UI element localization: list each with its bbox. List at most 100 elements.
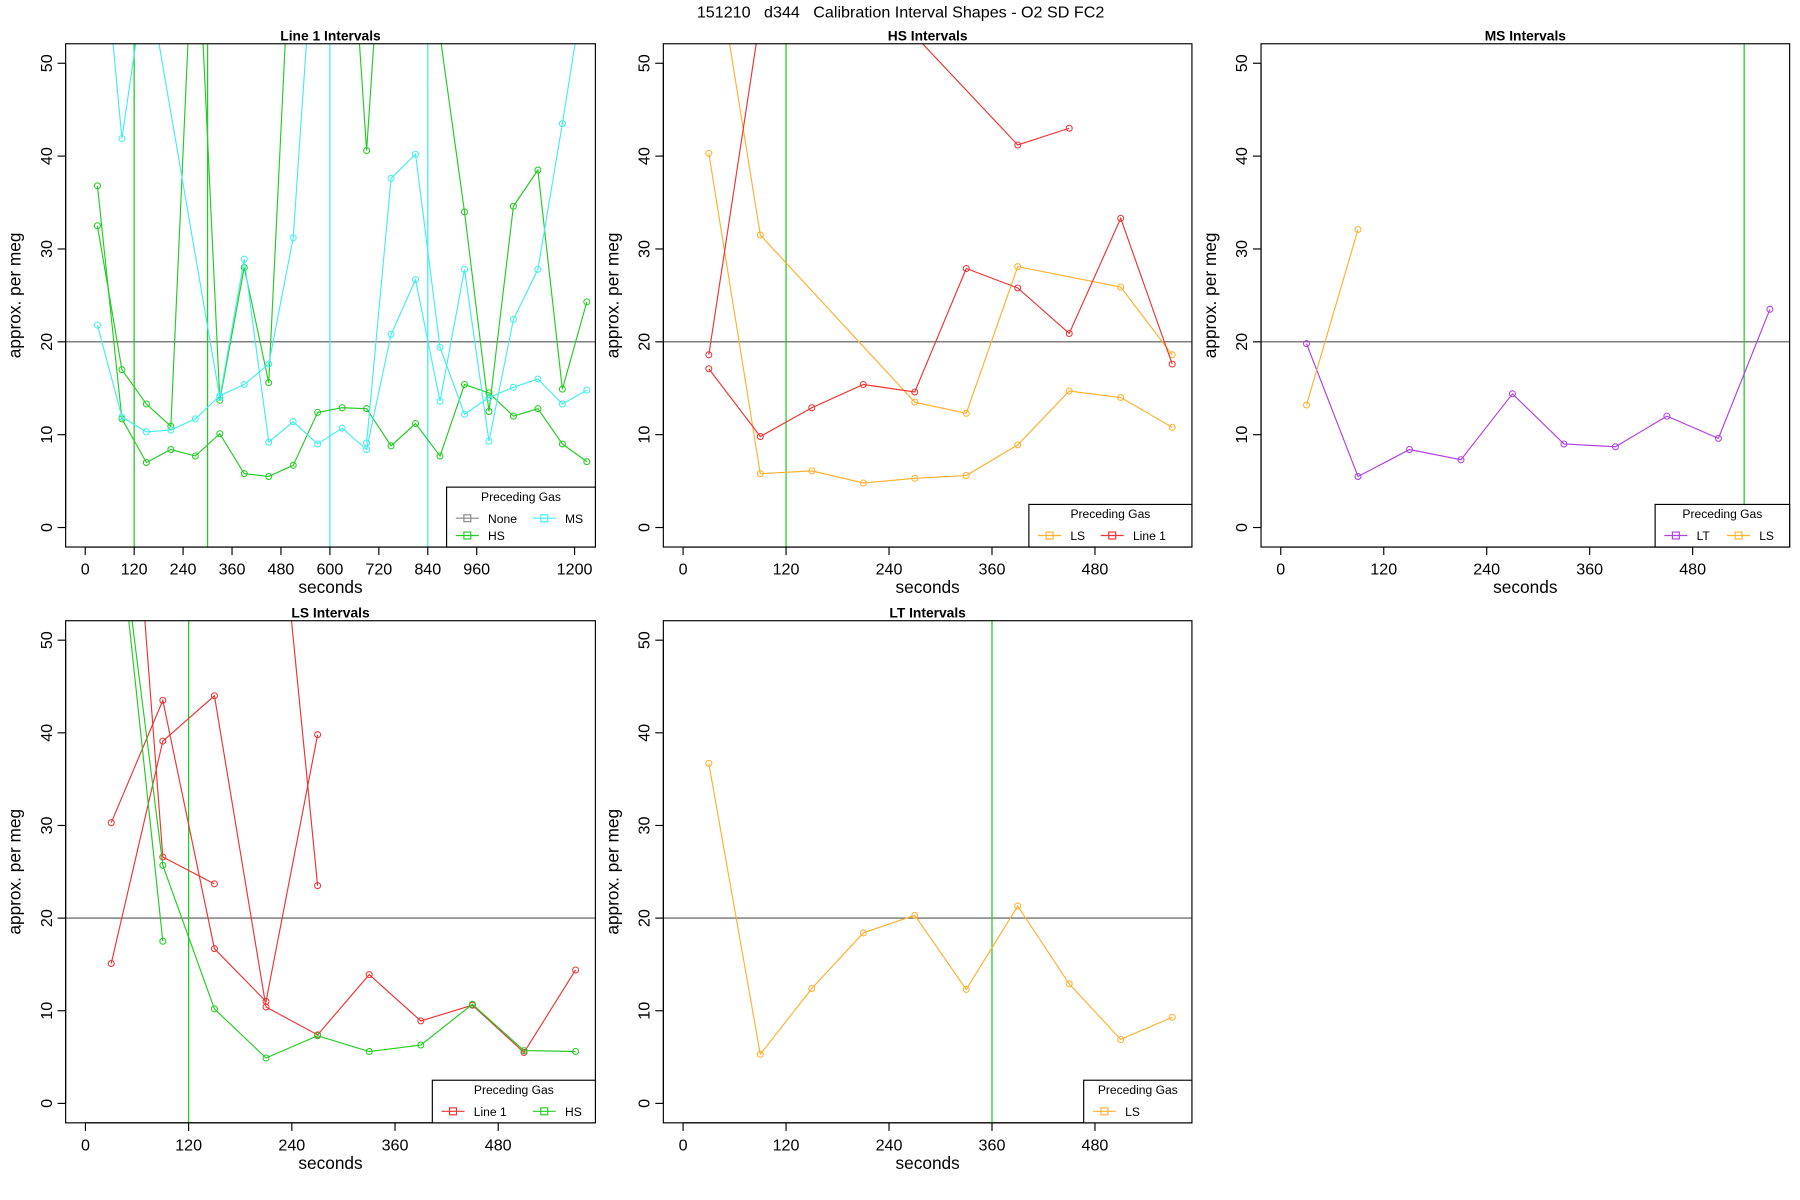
data-point — [756, 433, 764, 441]
data-point — [1065, 329, 1073, 337]
x-tick-label: 0 — [679, 561, 688, 579]
y-axis-label: approx. per meg — [1200, 233, 1220, 359]
x-tick-label: 0 — [1276, 561, 1285, 579]
legend-title: Preceding Gas — [1682, 507, 1762, 521]
y-tick-label: 10 — [636, 426, 654, 444]
data-point — [118, 413, 126, 421]
data-point — [436, 397, 444, 405]
main-title: 151210 d344 Calibration Interval Shapes … — [697, 3, 1104, 21]
data-point — [167, 426, 175, 434]
plot-area — [705, 43, 1176, 487]
data-point — [167, 422, 175, 430]
legend-label: LT — [1697, 529, 1711, 543]
data-point — [1714, 434, 1722, 442]
x-axis-label: seconds — [895, 1153, 960, 1173]
data-point — [520, 1047, 528, 1055]
y-tick-label: 20 — [636, 909, 654, 927]
data-point — [808, 404, 816, 412]
data-point — [108, 452, 114, 458]
data-point — [1014, 441, 1022, 449]
data-point — [558, 120, 566, 128]
plot-frame — [65, 43, 596, 548]
data-point — [1354, 225, 1362, 233]
data-point — [210, 1005, 218, 1013]
data-point — [1663, 412, 1671, 420]
data-point — [468, 1000, 476, 1008]
x-tick-label: 480 — [268, 561, 295, 579]
panel-title: LT Intervals — [889, 604, 966, 620]
data-point — [314, 1032, 322, 1040]
data-point — [142, 428, 150, 436]
data-point — [107, 959, 115, 968]
x-tick-label: 240 — [1473, 561, 1500, 579]
data-point — [534, 375, 542, 383]
data-point — [216, 394, 224, 402]
series-line — [366, 153, 588, 444]
panel-title: LS Intervals — [291, 604, 370, 620]
data-point — [534, 166, 542, 174]
data-point — [705, 365, 713, 373]
data-point — [1303, 340, 1311, 348]
data-point — [509, 202, 517, 210]
data-point — [265, 379, 273, 387]
data-point — [363, 439, 371, 447]
data-point — [159, 853, 167, 861]
plot-frame — [662, 43, 1193, 548]
x-tick-label: 480 — [1679, 561, 1706, 579]
data-point — [962, 409, 970, 417]
legend-title: Preceding Gas — [474, 1083, 554, 1097]
data-point — [118, 366, 126, 374]
data-point — [159, 696, 167, 704]
data-point — [1766, 305, 1774, 313]
data-point — [289, 418, 297, 426]
y-tick-label: 50 — [38, 54, 56, 72]
data-point — [93, 182, 101, 190]
legend-label: Line 1 — [1133, 529, 1166, 543]
y-tick-label: 20 — [636, 333, 654, 351]
data-point — [962, 264, 970, 272]
x-tick-label: 360 — [979, 1136, 1006, 1154]
legend-label: None — [488, 512, 517, 526]
data-point — [216, 430, 224, 438]
legend-marker — [1671, 531, 1680, 540]
plot-area — [107, 174, 580, 1062]
legend: Preceding Gas Line 1 HS — [431, 1079, 596, 1124]
legend: Preceding Gas LT LS — [1654, 503, 1791, 548]
data-point — [460, 410, 468, 418]
y-tick-label: 0 — [38, 523, 56, 532]
legend-label: LS — [1125, 1105, 1140, 1119]
series-line — [144, 620, 215, 885]
data-point — [412, 420, 420, 428]
data-point — [1014, 141, 1022, 149]
panel: HS Intervals seconds approx. per meg 0 120 24… — [602, 27, 1193, 597]
y-tick-label: 30 — [38, 240, 56, 258]
data-point — [1405, 446, 1414, 454]
data-point — [210, 880, 218, 888]
plot-frame — [1260, 43, 1791, 548]
legend-label: HS — [488, 529, 505, 543]
y-tick-label: 30 — [38, 816, 56, 834]
series-line — [708, 763, 1173, 1056]
data-point — [159, 737, 167, 745]
data-point — [962, 985, 970, 993]
data-point — [1168, 423, 1176, 431]
data-point — [1117, 394, 1125, 402]
x-tick-label: 1200 — [557, 561, 593, 579]
x-tick-label: 0 — [81, 1136, 90, 1154]
y-tick-label: 40 — [1233, 147, 1251, 165]
data-point — [289, 461, 297, 469]
legend-marker — [540, 514, 549, 523]
data-point — [572, 1047, 580, 1056]
series-line — [96, 185, 588, 478]
data-point — [911, 398, 919, 406]
y-tick-label: 40 — [38, 147, 56, 165]
data-point — [859, 479, 867, 487]
data-point — [534, 405, 542, 413]
data-point — [240, 255, 248, 263]
legend-box — [1083, 1079, 1193, 1124]
data-point — [265, 472, 273, 480]
data-point — [1354, 472, 1362, 480]
data-point — [108, 174, 114, 180]
data-point — [1065, 387, 1073, 395]
